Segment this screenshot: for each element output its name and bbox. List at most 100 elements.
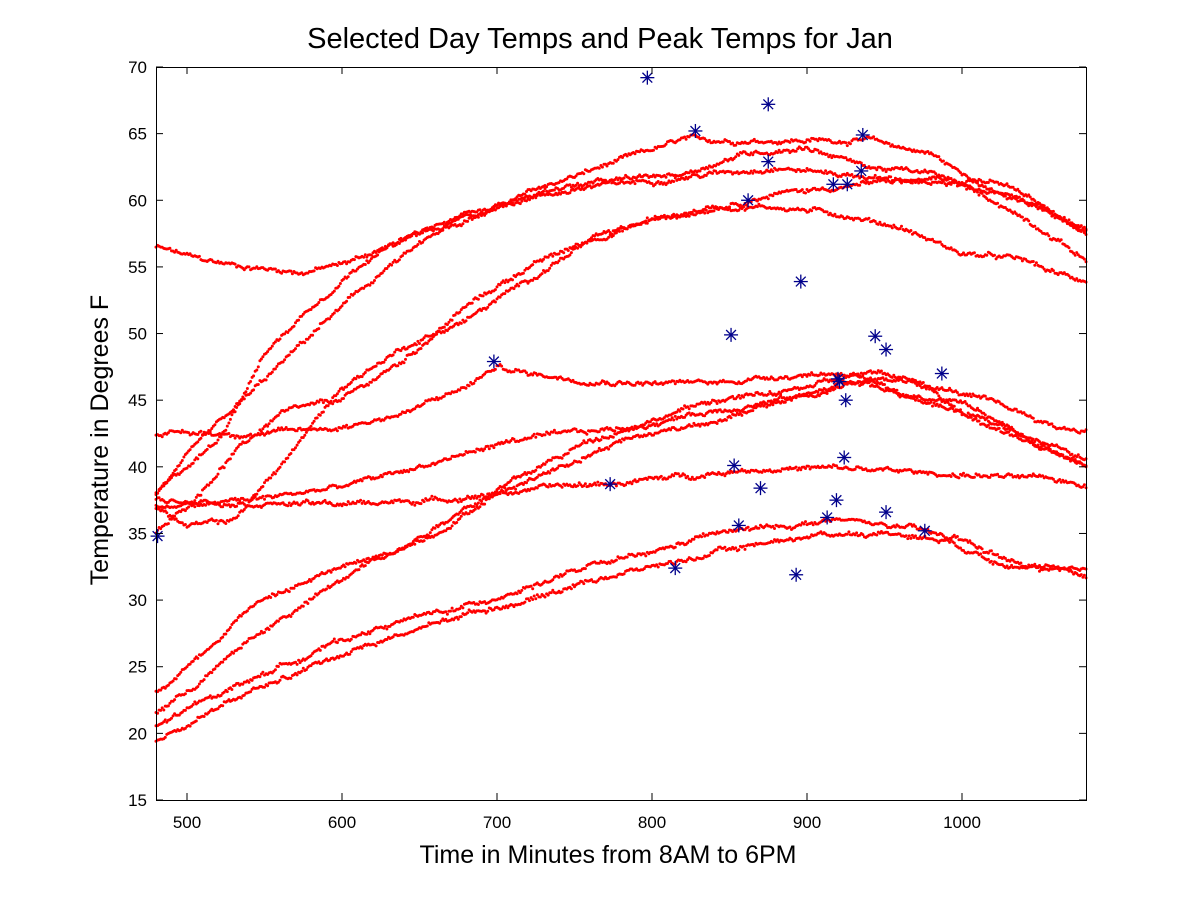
day-temp-point xyxy=(574,427,578,431)
day-temp-point xyxy=(239,442,243,446)
day-temp-point xyxy=(422,402,426,405)
day-temp-point xyxy=(946,177,950,181)
day-temp-point xyxy=(625,227,629,231)
day-temp-point xyxy=(266,478,270,482)
day-temp-point xyxy=(557,259,561,263)
day-temp-point xyxy=(368,283,372,287)
day-temp-point xyxy=(404,251,407,255)
day-temp-point xyxy=(590,236,593,240)
day-temp-point xyxy=(957,181,961,185)
day-temp-point xyxy=(210,480,214,484)
day-temp-point xyxy=(376,253,380,257)
day-temp-point xyxy=(365,255,369,259)
day-temp-point xyxy=(416,339,420,343)
day-temp-point xyxy=(1067,218,1071,222)
day-temp-point xyxy=(483,213,487,217)
day-temp-point xyxy=(889,175,893,179)
day-temp-point xyxy=(542,257,545,261)
day-temp-point xyxy=(407,470,411,474)
day-temp-point xyxy=(955,391,959,394)
day-temp-point xyxy=(512,287,516,291)
day-temp-point xyxy=(337,284,341,288)
day-temp-point xyxy=(171,514,175,518)
day-temp-point xyxy=(422,336,426,340)
day-temp-point xyxy=(329,570,333,574)
day-temp-point xyxy=(819,150,823,154)
day-temp-point xyxy=(301,436,305,439)
day-temp-point xyxy=(393,244,397,248)
day-temp-point xyxy=(1082,483,1086,487)
day-temp-point xyxy=(216,438,220,442)
day-temp-point xyxy=(937,155,941,159)
day-temp-point xyxy=(247,265,251,269)
day-temp-point xyxy=(656,180,660,183)
day-temp-point xyxy=(898,227,902,231)
day-temp-point xyxy=(337,308,341,312)
day-temp-point xyxy=(1033,199,1037,203)
day-temp-point xyxy=(830,156,834,160)
day-temp-point xyxy=(270,344,274,348)
day-temp-point xyxy=(275,364,279,368)
day-temp-point xyxy=(214,518,218,522)
day-temp-point xyxy=(245,387,249,390)
day-temp-point xyxy=(289,452,293,455)
day-temp-point xyxy=(208,429,212,433)
day-temp-point xyxy=(531,263,535,267)
day-temp-point xyxy=(543,433,547,437)
day-temp-point xyxy=(951,407,955,411)
day-temp-point xyxy=(380,271,384,275)
day-temp-point xyxy=(170,476,173,480)
day-temp-point xyxy=(514,198,518,201)
day-temp-point xyxy=(183,509,187,513)
day-temp-point xyxy=(414,351,418,355)
day-temp-point xyxy=(816,139,820,143)
day-temp-point xyxy=(734,155,738,159)
day-temp-point xyxy=(873,219,877,223)
day-temp-point xyxy=(435,332,439,336)
day-temp-point xyxy=(1047,208,1051,211)
chart-title: Selected Day Temps and Peak Temps for Ja… xyxy=(307,23,893,55)
day-temp-point xyxy=(377,274,381,278)
day-temp-point xyxy=(340,304,344,308)
day-temp-point xyxy=(976,190,979,194)
day-temp-point xyxy=(498,204,502,208)
day-temp-point xyxy=(941,159,945,163)
day-temp-point xyxy=(1028,195,1032,199)
day-temp-point xyxy=(377,374,381,378)
day-temp-point xyxy=(892,223,896,227)
day-temp-point xyxy=(969,185,973,189)
day-temp-point xyxy=(1051,269,1055,273)
day-temp-point xyxy=(363,371,367,374)
day-temp-point xyxy=(413,503,417,507)
day-temp-point xyxy=(232,434,235,437)
day-temp-point xyxy=(199,436,203,440)
day-temp-point xyxy=(425,342,429,345)
day-temp-point xyxy=(216,259,220,263)
day-temp-point xyxy=(613,429,617,433)
day-temp-point xyxy=(345,423,349,427)
day-temp-point xyxy=(233,262,237,266)
day-temp-point xyxy=(867,216,871,220)
day-temp-point xyxy=(218,639,222,643)
day-temp-point xyxy=(464,305,468,309)
day-temp-point xyxy=(492,446,496,450)
day-temp-point xyxy=(704,208,708,212)
day-temp-point xyxy=(312,419,316,423)
day-temp-point xyxy=(315,303,319,307)
day-temp-point xyxy=(214,441,218,445)
day-temp-point xyxy=(1067,450,1071,454)
day-temp-point xyxy=(856,372,860,376)
day-temp-point xyxy=(346,275,350,279)
day-temp-point xyxy=(534,435,538,439)
day-temp-point xyxy=(157,489,161,493)
day-temp-point xyxy=(300,271,304,275)
day-temp-point xyxy=(354,269,358,273)
day-temp-point xyxy=(600,232,604,236)
day-temp-point xyxy=(328,317,332,321)
day-temp-point xyxy=(549,263,553,267)
day-temp-point xyxy=(159,487,163,491)
day-temp-point xyxy=(562,251,566,255)
day-temp-point xyxy=(249,380,253,383)
day-temp-point xyxy=(414,234,418,238)
